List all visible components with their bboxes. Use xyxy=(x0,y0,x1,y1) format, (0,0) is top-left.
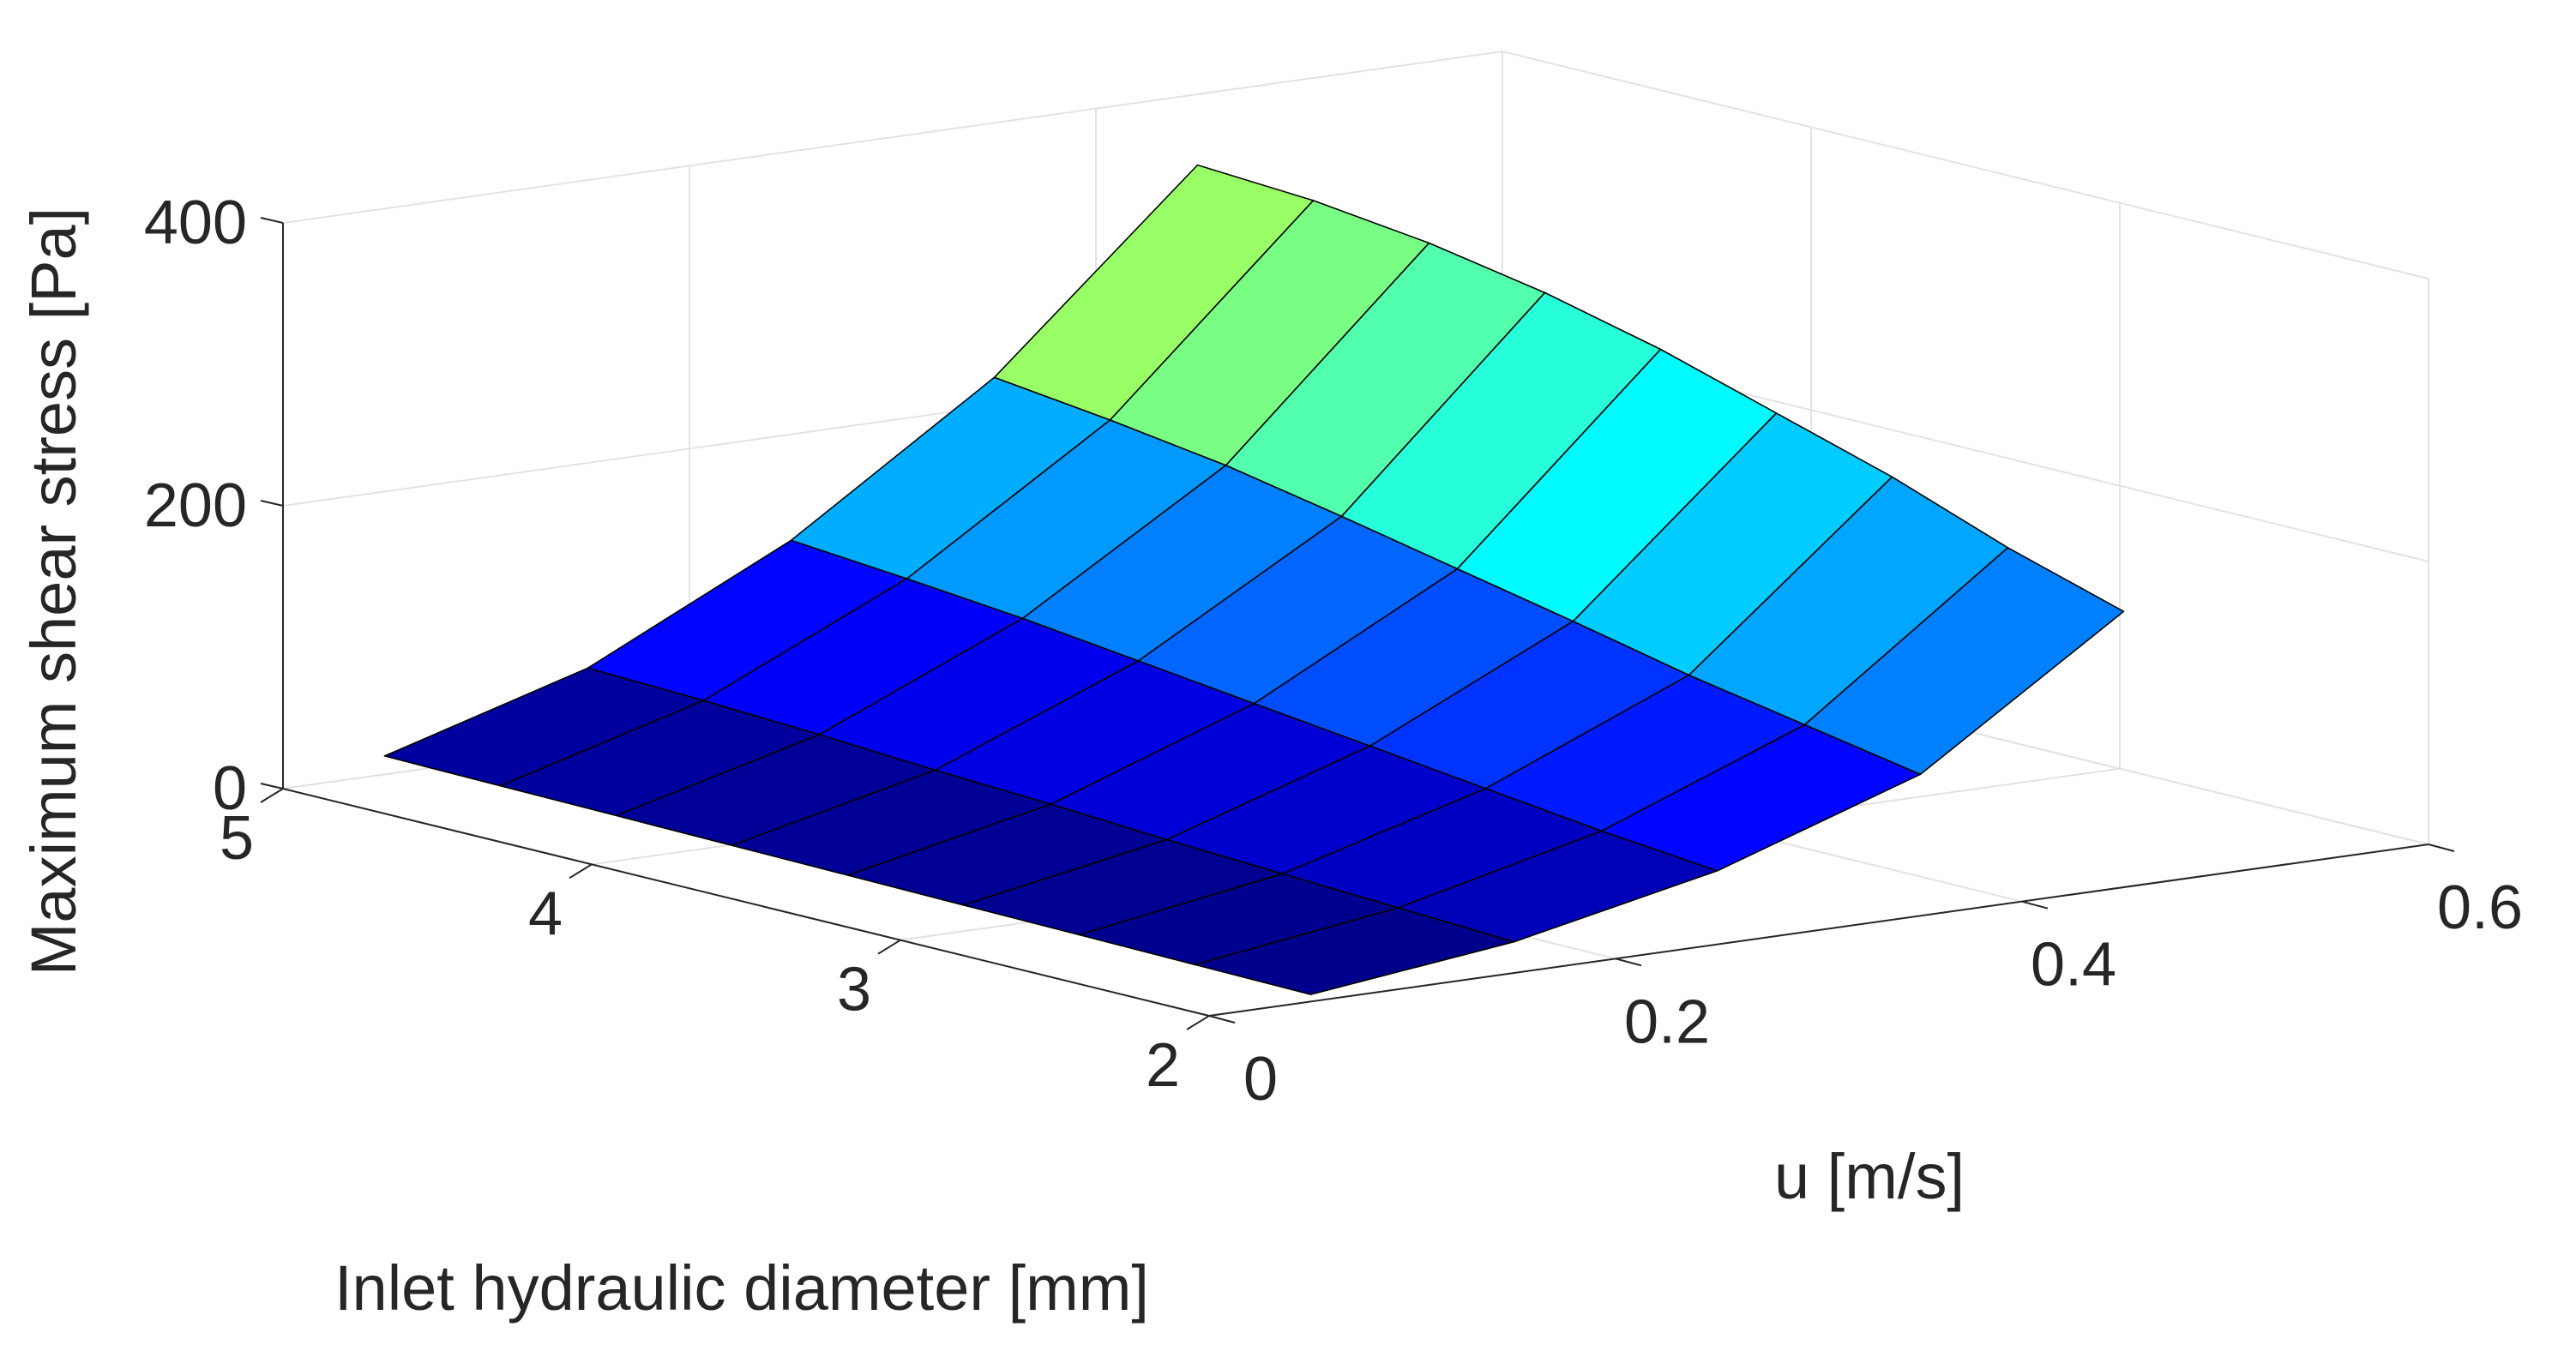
x-tick-label: 0.6 xyxy=(2437,874,2523,942)
y-tick-label: 4 xyxy=(528,880,563,948)
y-axis-line xyxy=(282,788,1210,1017)
x-tick-label: 0.4 xyxy=(2031,931,2116,1000)
x-tick xyxy=(1208,1015,1236,1024)
x-axis-label: u [m/s] xyxy=(1774,1141,1965,1212)
y-tick-label: 3 xyxy=(837,956,871,1024)
y-tick xyxy=(1186,1015,1210,1030)
surface-patch xyxy=(1194,907,1515,995)
z-tick xyxy=(260,500,284,507)
tick-marks xyxy=(260,217,2455,1030)
y-tick-label: 5 xyxy=(220,804,254,873)
y-tick xyxy=(877,939,901,955)
x-tick-label: 0.2 xyxy=(1624,988,1710,1056)
grid-line xyxy=(1502,51,2429,279)
x-tick xyxy=(2021,900,2049,910)
z-axis-label: Maximum shear stress [Pa] xyxy=(18,207,89,976)
y-tick-label: 2 xyxy=(1146,1031,1180,1100)
y-axis-label: Inlet hydraulic diameter [mm] xyxy=(334,1252,1149,1324)
z-tick-label: 400 xyxy=(144,189,247,257)
grid-line xyxy=(282,51,1503,224)
y-tick xyxy=(260,788,284,803)
x-tick xyxy=(2428,844,2455,852)
z-tick xyxy=(260,217,284,224)
z-tick-label: 0 xyxy=(213,754,247,823)
z-tick xyxy=(260,783,284,790)
surface-mesh xyxy=(383,164,2125,995)
y-tick xyxy=(569,863,593,880)
x-tick-label: 0 xyxy=(1243,1045,1278,1114)
z-tick-label: 200 xyxy=(144,471,247,540)
x-axis-line xyxy=(1208,844,2429,1017)
x-tick xyxy=(1615,958,1642,967)
